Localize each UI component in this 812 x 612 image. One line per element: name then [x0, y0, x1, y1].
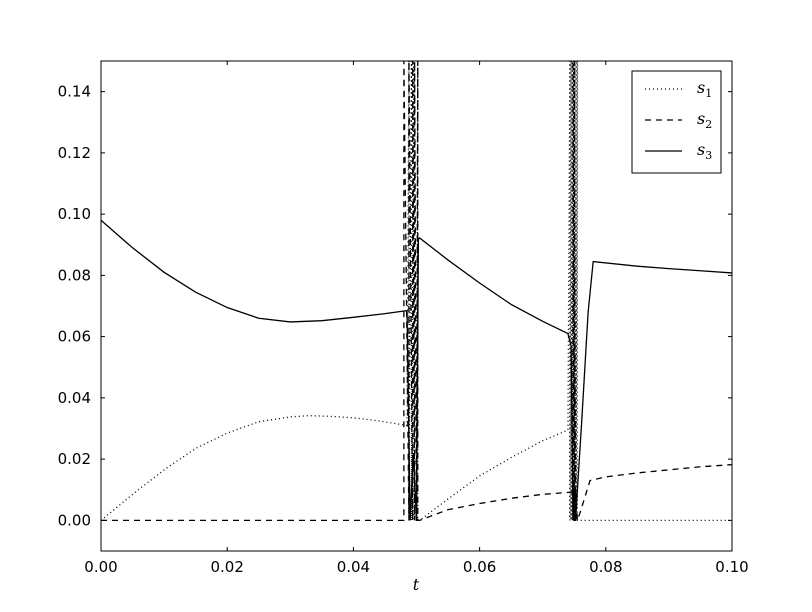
x-axis: 0.00 0.02 0.04 0.06 0.08 0.10: [84, 61, 749, 576]
y-tick-label: 0.02: [58, 450, 91, 468]
y-tick-label: 0.14: [58, 83, 91, 101]
x-tick-label: 0.02: [210, 558, 243, 576]
y-axis: 0.00 0.02 0.04 0.06 0.08 0.10 0.12 0.14: [58, 83, 732, 529]
x-axis-label: t: [413, 575, 420, 594]
legend-box: [631, 70, 722, 174]
x-tick-label: 0.04: [337, 558, 370, 576]
series-layer: [100, 60, 733, 522]
x-tick-label: 0.08: [589, 558, 622, 576]
series-line-s1: [100, 60, 732, 522]
x-tick-label: 0.00: [84, 558, 117, 576]
series-line-s2: [101, 60, 733, 522]
y-tick-label: 0.12: [58, 144, 91, 162]
x-tick-label: 0.10: [715, 558, 748, 576]
y-tick-label: 0.06: [58, 328, 91, 346]
y-tick-label: 0.04: [58, 389, 91, 407]
x-tick-label: 0.06: [463, 558, 496, 576]
plot-frame: [100, 60, 733, 552]
series-line-s3: [100, 219, 733, 522]
y-tick-label: 0.08: [58, 266, 91, 284]
y-tick-label: 0.10: [58, 205, 91, 223]
y-tick-label: 0.00: [58, 511, 91, 529]
